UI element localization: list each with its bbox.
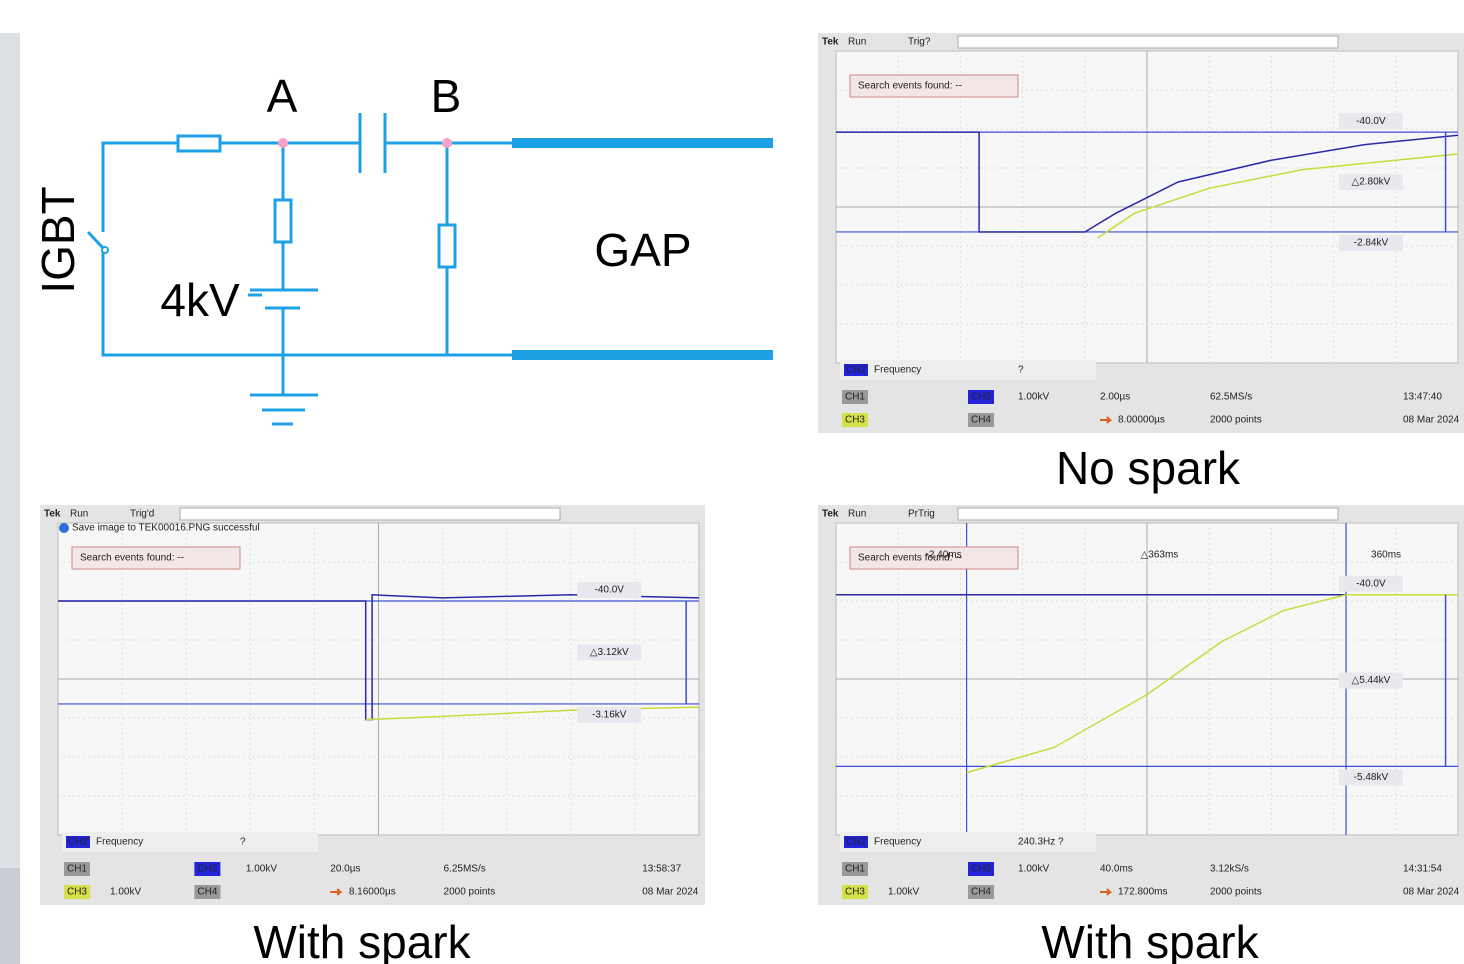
readout: -5.48kV xyxy=(1354,772,1389,783)
position: 8.00000µs xyxy=(1118,415,1165,426)
cursor-label: -2.40ms xyxy=(925,550,961,561)
source-label: 4kV xyxy=(160,274,240,326)
resistor xyxy=(439,225,455,267)
readout: -3.16kV xyxy=(592,710,627,721)
readout: △2.80kV xyxy=(1352,177,1391,188)
side-strip xyxy=(0,868,20,964)
wire xyxy=(283,143,447,395)
timeline xyxy=(958,508,1338,520)
channel-badge: CH4 xyxy=(971,415,991,426)
channel-scale: 1.00kV xyxy=(110,887,141,898)
clock-date: 08 Mar 2024 xyxy=(642,887,699,898)
brand: Tek xyxy=(822,509,839,520)
channel-badge: CH3 xyxy=(845,415,865,426)
search-status: Search events found: -- xyxy=(858,81,962,92)
clock-time: 13:58:37 xyxy=(642,864,681,875)
circuit: A B 4kV GAP IGBT xyxy=(32,70,773,424)
node-label: B xyxy=(431,70,462,122)
brand: Tek xyxy=(822,37,839,48)
measurement-value: 240.3Hz ? xyxy=(1018,837,1064,848)
scope-screen: Tek Run Trig? -40.0V △2.80kV -2.84kV Search ev… xyxy=(818,33,1464,433)
trigger-state: PrTrig xyxy=(908,509,935,520)
slide: A B 4kV GAP IGBT No spark With spark Wit… xyxy=(0,0,1464,964)
trigger-state: Trig'd xyxy=(130,509,154,520)
caption: No spark xyxy=(1056,442,1241,494)
readout: -40.0V xyxy=(1356,578,1386,589)
measurement-name: Frequency xyxy=(874,837,921,848)
channel-scale: 1.00kV xyxy=(1018,864,1049,875)
node xyxy=(278,138,288,148)
channel-badge: CH1 xyxy=(845,392,865,403)
info-icon xyxy=(59,523,69,533)
measurement-name: Frequency xyxy=(96,837,143,848)
scope-screen: Tek Run Trig'd -40.0V △3.12kV -3.16kV Save ima… xyxy=(40,505,705,905)
notice: Save image to TEK00016.PNG successful xyxy=(72,523,260,534)
sample-rate: 6.25MS/s xyxy=(444,864,486,875)
channel-badge: CH4 xyxy=(197,887,217,898)
clock-date: 08 Mar 2024 xyxy=(1403,415,1460,426)
channel-badge: CH2 xyxy=(846,365,866,376)
node-label: A xyxy=(267,70,298,122)
sample-rate: 62.5MS/s xyxy=(1210,392,1252,403)
channel-badge: CH2 xyxy=(68,837,88,848)
readout: -2.84kV xyxy=(1354,238,1389,249)
channel-badge: CH3 xyxy=(67,887,87,898)
readout: △5.44kV xyxy=(1352,675,1391,686)
record-length: 2000 points xyxy=(1210,887,1262,898)
run-state: Run xyxy=(848,509,866,520)
readout: -40.0V xyxy=(1356,116,1386,127)
channel-badge: CH1 xyxy=(67,864,87,875)
switch xyxy=(88,232,103,248)
clock-date: 08 Mar 2024 xyxy=(1403,887,1460,898)
measurement-value: ? xyxy=(1018,365,1024,376)
clock-time: 13:47:40 xyxy=(1403,392,1442,403)
sample-rate: 3.12kS/s xyxy=(1210,864,1249,875)
timeline xyxy=(180,508,560,520)
position: 8.16000µs xyxy=(349,887,396,898)
timebase: 2.00µs xyxy=(1100,392,1130,403)
node xyxy=(442,138,452,148)
ground xyxy=(250,395,318,424)
run-state: Run xyxy=(848,37,866,48)
channel-badge: CH3 xyxy=(845,887,865,898)
channel-badge: CH2 xyxy=(846,837,866,848)
readout: -40.0V xyxy=(595,585,625,596)
side-strip xyxy=(0,33,20,868)
timebase: 40.0ms xyxy=(1100,864,1133,875)
channel-scale: 1.00kV xyxy=(888,887,919,898)
channel-scale: 1.00kV xyxy=(1018,392,1049,403)
channel-badge: CH2 xyxy=(971,392,991,403)
clock-time: 14:31:54 xyxy=(1403,864,1442,875)
channel-badge: CH2 xyxy=(971,864,991,875)
search-status: Search events found: -- xyxy=(80,553,184,564)
measurement-value: ? xyxy=(240,837,246,848)
timebase: 20.0µs xyxy=(330,864,360,875)
switch-label: IGBT xyxy=(32,186,84,293)
battery xyxy=(248,290,318,308)
readout: △3.12kV xyxy=(590,647,629,658)
cursor-label: 360ms xyxy=(1371,550,1401,561)
record-length: 2000 points xyxy=(1210,415,1262,426)
caption: With spark xyxy=(253,916,471,964)
resistor xyxy=(275,200,291,242)
caption: With spark xyxy=(1041,916,1259,964)
cursor-label: △363ms xyxy=(1141,550,1179,561)
run-state: Run xyxy=(70,509,88,520)
gap-label: GAP xyxy=(594,224,691,276)
channel-scale: 1.00kV xyxy=(246,864,277,875)
channel-badge: CH2 xyxy=(197,864,217,875)
position: 172.800ms xyxy=(1118,887,1167,898)
timeline xyxy=(958,36,1338,48)
measurement-name: Frequency xyxy=(874,365,921,376)
record-length: 2000 points xyxy=(444,887,496,898)
trigger-state: Trig? xyxy=(908,37,931,48)
channel-badge: CH4 xyxy=(971,887,991,898)
channel-badge: CH1 xyxy=(845,864,865,875)
switch-pin xyxy=(102,247,108,253)
resistor xyxy=(178,136,220,151)
brand: Tek xyxy=(44,509,61,520)
